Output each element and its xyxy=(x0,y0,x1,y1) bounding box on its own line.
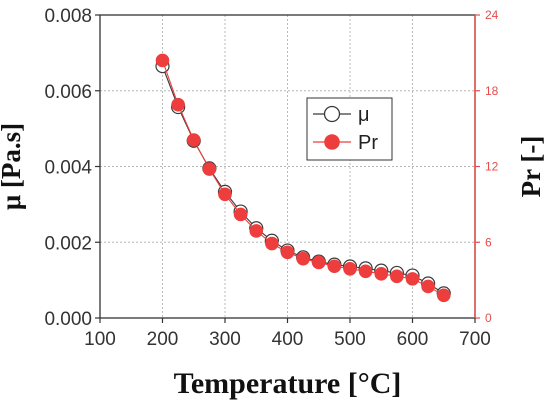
pr-data-point xyxy=(171,97,185,112)
x-tick-label: 600 xyxy=(397,329,429,350)
x-tick-label: 400 xyxy=(272,329,304,350)
pr-data-point xyxy=(218,187,232,202)
legend-mu-label: μ xyxy=(358,104,370,126)
pr-data-point xyxy=(421,279,435,294)
pr-data-point xyxy=(327,259,342,274)
pr-data-point xyxy=(265,236,279,251)
pr-series xyxy=(155,53,451,303)
legend-mu-marker xyxy=(323,105,341,123)
pr-data-point xyxy=(311,255,326,270)
left-tick-label: 0.000 xyxy=(44,309,92,330)
pr-data-point xyxy=(358,264,373,279)
right-tick-label: 24 xyxy=(485,8,499,22)
pr-data-point xyxy=(405,272,420,286)
right-tick-label: 18 xyxy=(485,84,499,98)
pr-data-point xyxy=(186,133,201,147)
left-tick-label: 0.008 xyxy=(44,6,92,27)
pr-data-point xyxy=(155,53,170,68)
left-tick-label: 0.004 xyxy=(44,158,92,179)
pr-data-point xyxy=(233,207,248,222)
x-axis-title: Temperature [°C] xyxy=(174,367,402,400)
left-tick-label: 0.002 xyxy=(44,233,92,254)
x-tick-label: 300 xyxy=(209,329,241,350)
x-tick-label: 200 xyxy=(147,329,179,350)
legend-pr-label: Pr xyxy=(358,132,378,154)
pr-data-point xyxy=(436,288,451,303)
pr-data-point xyxy=(374,267,389,281)
left-axis: 0.000 0.002 0.004 0.006 0.008 xyxy=(44,6,100,330)
pr-data-point xyxy=(249,224,264,238)
right-axis: 0 6 12 18 24 xyxy=(474,8,499,325)
legend-box xyxy=(306,97,393,161)
right-tick-label: 6 xyxy=(485,235,492,249)
bottom-axis: 100 200 300 400 500 600 700 xyxy=(84,318,491,350)
pr-data-point xyxy=(343,261,357,276)
pr-data-point xyxy=(280,245,295,260)
legend: μ Pr xyxy=(306,97,393,161)
right-tick-label: 12 xyxy=(485,160,499,174)
pr-data-point xyxy=(202,162,217,176)
x-tick-label: 100 xyxy=(84,329,116,350)
legend-pr-marker xyxy=(324,134,340,150)
x-tick-label: 500 xyxy=(334,329,366,350)
left-y-axis-title: μ [Pa.s] xyxy=(0,123,26,210)
pr-data-point xyxy=(296,251,310,266)
x-tick-label: 700 xyxy=(459,329,491,350)
pr-data-point xyxy=(390,269,404,284)
right-y-axis-title: Pr [-] xyxy=(516,136,546,198)
right-tick-label: 0 xyxy=(485,311,492,325)
left-tick-label: 0.006 xyxy=(44,82,92,103)
